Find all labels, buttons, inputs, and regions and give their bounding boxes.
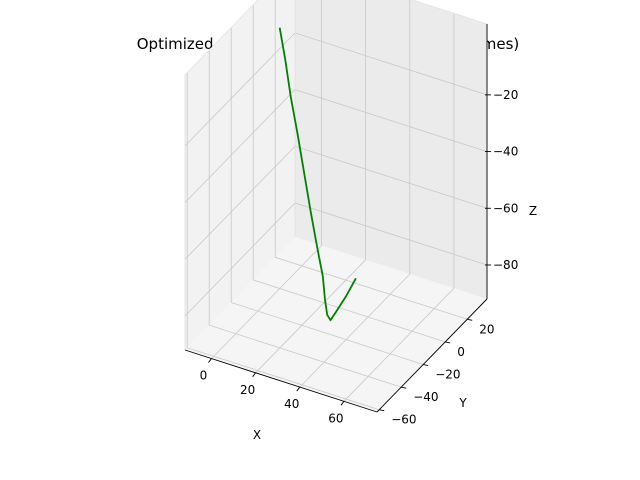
- data-series: [278, 27, 357, 322]
- y-gridline: [230, 27, 424, 365]
- x-tick-label: 0: [200, 369, 208, 383]
- y-tick-label: −20: [435, 368, 460, 382]
- y-tick-mark: [423, 364, 429, 366]
- z-axis-label: Z: [529, 204, 537, 218]
- x-tick-mark: [252, 372, 256, 378]
- y-tick-label: 20: [479, 322, 494, 336]
- y-gridline: [252, 4, 446, 343]
- x-tick-label: 20: [240, 383, 255, 397]
- y-gridline: [208, 50, 402, 388]
- x-gridline: [343, 13, 455, 402]
- y-axis-line: [376, 298, 488, 413]
- x-gridline: [255, 0, 367, 374]
- x-gridline: [299, 0, 411, 388]
- z-tick-label: −60: [493, 201, 518, 215]
- x-tick-mark: [340, 401, 345, 406]
- x-tick-label: 60: [328, 411, 343, 425]
- x-tick-mark: [208, 358, 212, 363]
- z-tick-label: −80: [493, 258, 518, 272]
- y-axis-label: Y: [458, 396, 467, 410]
- y-gridline: [274, 0, 468, 320]
- trajectory-line: [278, 27, 357, 322]
- y-tick-label: 0: [457, 345, 465, 359]
- pane-left: [185, 0, 295, 350]
- y-tick-mark: [401, 386, 407, 389]
- z-tick-label: −20: [493, 88, 518, 102]
- y-tick-mark: [379, 409, 385, 412]
- y-gridline: [186, 72, 380, 411]
- x-tick-mark: [296, 386, 301, 392]
- axis-lines: [184, 24, 488, 413]
- y-tick-label: −60: [391, 413, 416, 427]
- x-axis-label: X: [253, 428, 261, 442]
- y-tick-mark: [445, 341, 451, 344]
- pane-back: [295, 0, 487, 299]
- y-tick-label: −40: [413, 390, 438, 404]
- axis-ticks: 0 20 40 60 −60 −40 −20 0 20 −80 −60 −40 −20: [200, 88, 519, 427]
- y-tick-mark: [467, 318, 473, 321]
- x-gridline: [211, 0, 322, 359]
- z-tick-label: −40: [493, 145, 518, 159]
- x-tick-label: 40: [284, 397, 299, 411]
- x-axis-line: [184, 349, 378, 413]
